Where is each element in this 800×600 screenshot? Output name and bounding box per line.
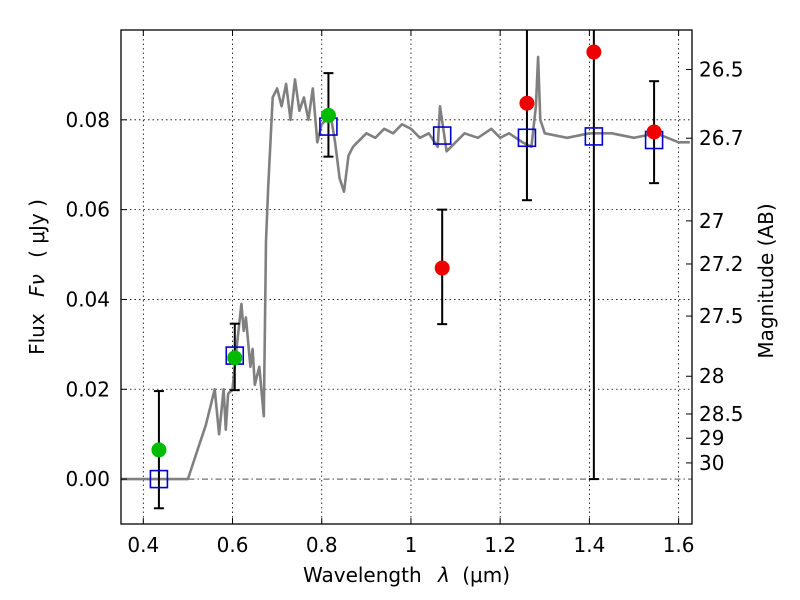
x-tick-label: 0.6 bbox=[217, 533, 249, 557]
y-axis-label-text: Flux bbox=[25, 313, 49, 355]
observed-points bbox=[151, 44, 662, 458]
y2-tick-label: 26.7 bbox=[699, 126, 744, 150]
model-spectrum bbox=[121, 55, 690, 481]
y-axis-label: Flux Fν ( μJy ) bbox=[25, 199, 49, 355]
observed-point-red bbox=[646, 124, 662, 140]
y2-tick-label: 27.2 bbox=[699, 252, 744, 276]
y2-tick-label: 28.5 bbox=[699, 402, 744, 426]
x-tick-label: 0.8 bbox=[306, 533, 338, 557]
y2-tick-label: 29 bbox=[699, 426, 724, 450]
observed-point-red bbox=[519, 95, 535, 111]
model-point-square bbox=[432, 126, 452, 145]
grid-lines bbox=[121, 30, 692, 524]
x-tick-label: 1 bbox=[405, 533, 418, 557]
observed-point-red bbox=[586, 44, 602, 60]
observed-point-green bbox=[320, 107, 336, 123]
x-tick-label: 1.4 bbox=[573, 533, 605, 557]
y2-tick-label: 27.5 bbox=[699, 304, 744, 328]
y-tick-label: 0.04 bbox=[65, 287, 110, 311]
x-axis-unit: (μm) bbox=[462, 563, 510, 587]
x-axis-label-text: Wavelength bbox=[303, 563, 422, 587]
model-points bbox=[149, 117, 664, 489]
y2-tick-label: 30 bbox=[699, 451, 724, 475]
model-point-square bbox=[584, 127, 604, 146]
error-bars bbox=[153, 30, 660, 510]
axis-labels: Wavelength λ (μm) Flux Fν ( μJy ) Magnit… bbox=[25, 199, 778, 587]
x-tick-label: 1.6 bbox=[663, 533, 695, 557]
y2-axis-label: Magnitude (AB) bbox=[754, 203, 778, 358]
y-axis-unit: ( μJy ) bbox=[25, 199, 49, 258]
observed-point-green bbox=[151, 442, 167, 458]
x-tick-label: 1.2 bbox=[484, 533, 516, 557]
observed-point-red bbox=[434, 260, 450, 276]
y-axis-symbol: Fν bbox=[25, 274, 49, 297]
model-spectrum-line bbox=[121, 55, 690, 481]
y-tick-label: 0.08 bbox=[65, 108, 110, 132]
y2-tick-label: 26.5 bbox=[699, 58, 744, 82]
plot-frame bbox=[120, 29, 693, 525]
x-tick-label: 0.4 bbox=[127, 533, 159, 557]
model-point-square bbox=[517, 128, 537, 148]
y2-tick-label: 27 bbox=[699, 209, 724, 233]
axis-ticks: 0.4 0.6 0.8 1 1.2 1.4 1.6 0.00 0.02 0.04 0.06 0.08 2… bbox=[65, 30, 744, 557]
y-tick-label: 0.06 bbox=[65, 198, 110, 222]
model-point-square bbox=[149, 469, 169, 489]
y2-tick-label: 28 bbox=[699, 364, 724, 388]
y-tick-label: 0.02 bbox=[65, 377, 110, 401]
x-axis-symbol: λ bbox=[437, 563, 450, 587]
y-tick-label: 0.00 bbox=[65, 467, 110, 491]
observed-point-green bbox=[227, 350, 243, 366]
x-axis-label: Wavelength λ (μm) bbox=[303, 563, 510, 587]
